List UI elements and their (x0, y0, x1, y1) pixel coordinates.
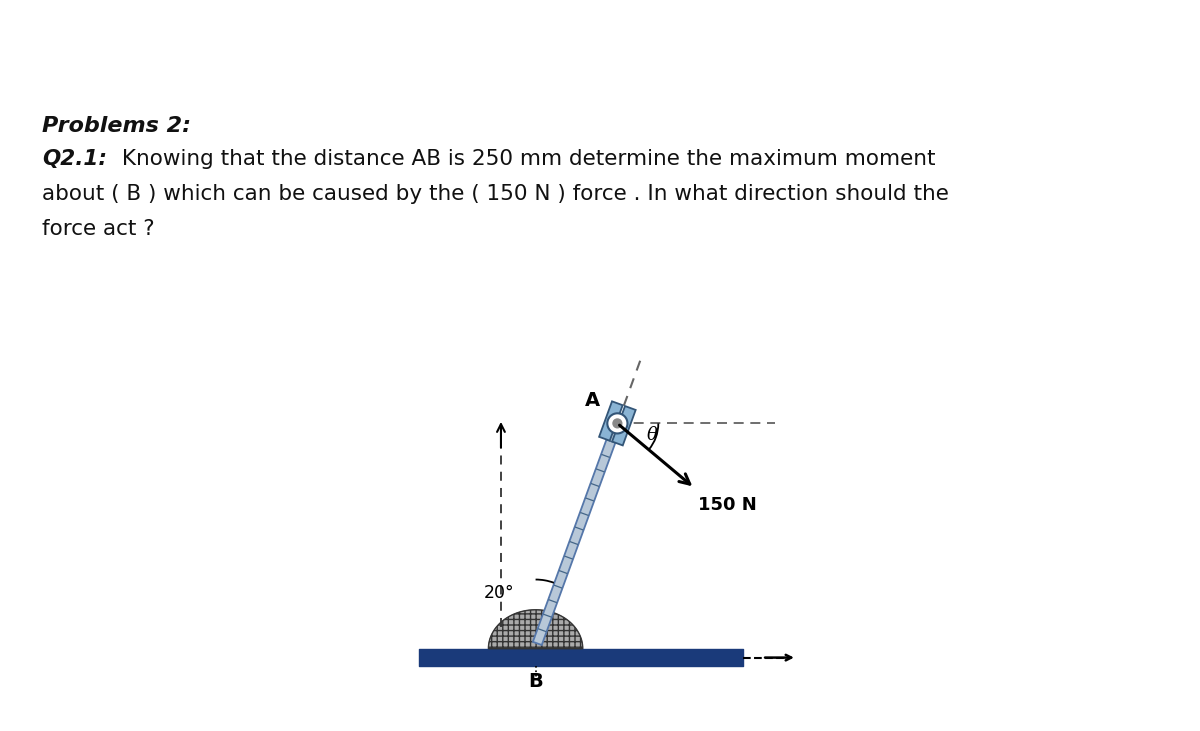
Text: force act ?: force act ? (42, 219, 155, 239)
Polygon shape (488, 610, 583, 649)
Text: about ( B ) which can be caused by the ( 150 N ) force . In what direction shoul: about ( B ) which can be caused by the (… (42, 184, 949, 204)
Text: Problems 2:: Problems 2: (42, 116, 191, 136)
Text: Knowing that the distance AB is 250 mm determine the maximum moment: Knowing that the distance AB is 250 mm d… (115, 149, 936, 169)
Circle shape (613, 419, 622, 428)
Text: Q2.1:: Q2.1: (42, 149, 107, 169)
Text: θ: θ (647, 425, 658, 444)
Text: 20°: 20° (484, 584, 515, 602)
Polygon shape (612, 406, 636, 445)
Text: A: A (584, 391, 600, 410)
Text: B: B (528, 672, 542, 691)
Circle shape (607, 413, 628, 433)
Polygon shape (599, 401, 623, 441)
Polygon shape (533, 422, 622, 645)
Text: 150 N: 150 N (697, 496, 756, 514)
